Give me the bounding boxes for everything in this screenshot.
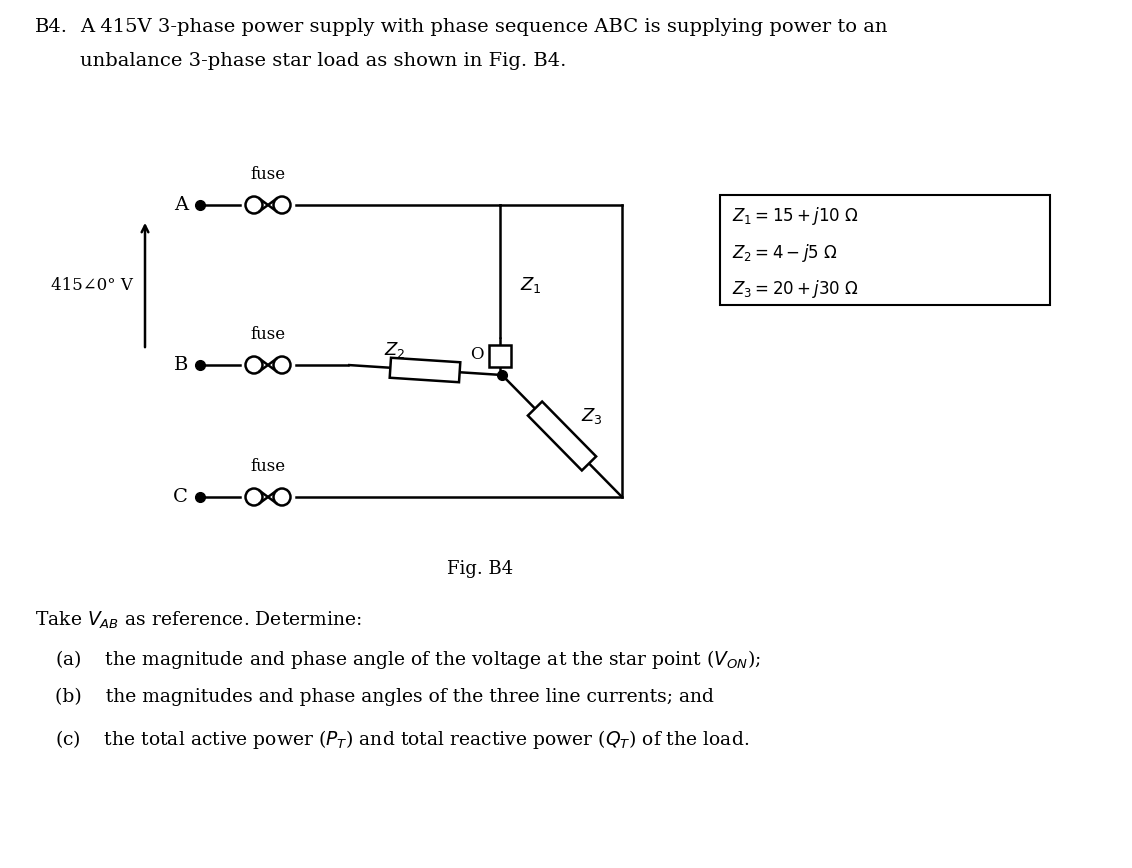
Text: B: B: [173, 356, 188, 374]
Circle shape: [274, 357, 291, 373]
Text: (b)    the magnitudes and phase angles of the three line currents; and: (b) the magnitudes and phase angles of t…: [55, 688, 714, 707]
Circle shape: [246, 196, 263, 214]
Text: fuse: fuse: [250, 166, 285, 183]
Text: Take $V_{AB}$ as reference. Determine:: Take $V_{AB}$ as reference. Determine:: [35, 610, 362, 631]
Text: A 415V 3-phase power supply with phase sequence ABC is supplying power to an: A 415V 3-phase power supply with phase s…: [80, 18, 887, 36]
Text: $Z_1 = 15 + j10\ \Omega$: $Z_1 = 15 + j10\ \Omega$: [732, 205, 859, 227]
Text: B4.: B4.: [35, 18, 68, 36]
Text: 415∠0° V: 415∠0° V: [51, 277, 132, 293]
Circle shape: [246, 489, 263, 505]
Circle shape: [274, 489, 291, 505]
Text: O: O: [471, 346, 484, 363]
Text: $Z_2$: $Z_2$: [384, 340, 405, 360]
Circle shape: [274, 196, 291, 214]
Bar: [489, 345, 511, 367]
Text: fuse: fuse: [250, 326, 285, 343]
Text: (c)    the total active power ($P_T$) and total reactive power ($Q_T$) of the lo: (c) the total active power ($P_T$) and t…: [55, 728, 749, 751]
Text: $Z_1$: $Z_1$: [520, 275, 541, 295]
Text: (a)    the magnitude and phase angle of the voltage at the star point ($V_{ON}$): (a) the magnitude and phase angle of the…: [55, 648, 761, 671]
Text: $Z_3 = 20 + j30\ \Omega$: $Z_3 = 20 + j30\ \Omega$: [732, 279, 859, 300]
Bar: [720, 195, 1050, 305]
Text: $Z_3$: $Z_3$: [581, 406, 603, 426]
Text: A: A: [174, 196, 188, 214]
Text: Fig. B4: Fig. B4: [447, 560, 513, 578]
Circle shape: [246, 357, 263, 373]
Bar: [528, 402, 597, 470]
Text: C: C: [173, 488, 188, 506]
Bar: [389, 358, 461, 382]
Text: unbalance 3-phase star load as shown in Fig. B4.: unbalance 3-phase star load as shown in …: [80, 52, 566, 70]
Text: fuse: fuse: [250, 458, 285, 475]
Text: $Z_2 = 4 - j5\ \Omega$: $Z_2 = 4 - j5\ \Omega$: [732, 241, 838, 264]
